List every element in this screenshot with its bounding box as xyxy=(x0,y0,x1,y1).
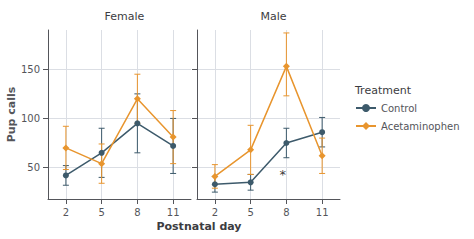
svg-text:Acetaminophen: Acetaminophen xyxy=(381,121,460,132)
svg-text:100: 100 xyxy=(21,113,40,124)
svg-text:5: 5 xyxy=(247,207,253,218)
svg-text:Postnatal day: Postnatal day xyxy=(156,220,241,233)
svg-text:8: 8 xyxy=(134,207,140,218)
svg-text:Pup calls: Pup calls xyxy=(5,86,18,142)
svg-text:11: 11 xyxy=(167,207,180,218)
svg-text:Male: Male xyxy=(260,10,286,23)
svg-text:Female: Female xyxy=(105,10,145,23)
svg-text:11: 11 xyxy=(316,207,329,218)
svg-text:150: 150 xyxy=(21,64,40,75)
svg-text:50: 50 xyxy=(27,162,40,173)
svg-text:2: 2 xyxy=(212,207,218,218)
svg-text:8: 8 xyxy=(283,207,289,218)
svg-text:Treatment: Treatment xyxy=(354,84,412,97)
svg-text:5: 5 xyxy=(98,207,104,218)
svg-text:Control: Control xyxy=(381,103,417,114)
svg-text:*: * xyxy=(280,167,287,182)
svg-text:2: 2 xyxy=(63,207,69,218)
